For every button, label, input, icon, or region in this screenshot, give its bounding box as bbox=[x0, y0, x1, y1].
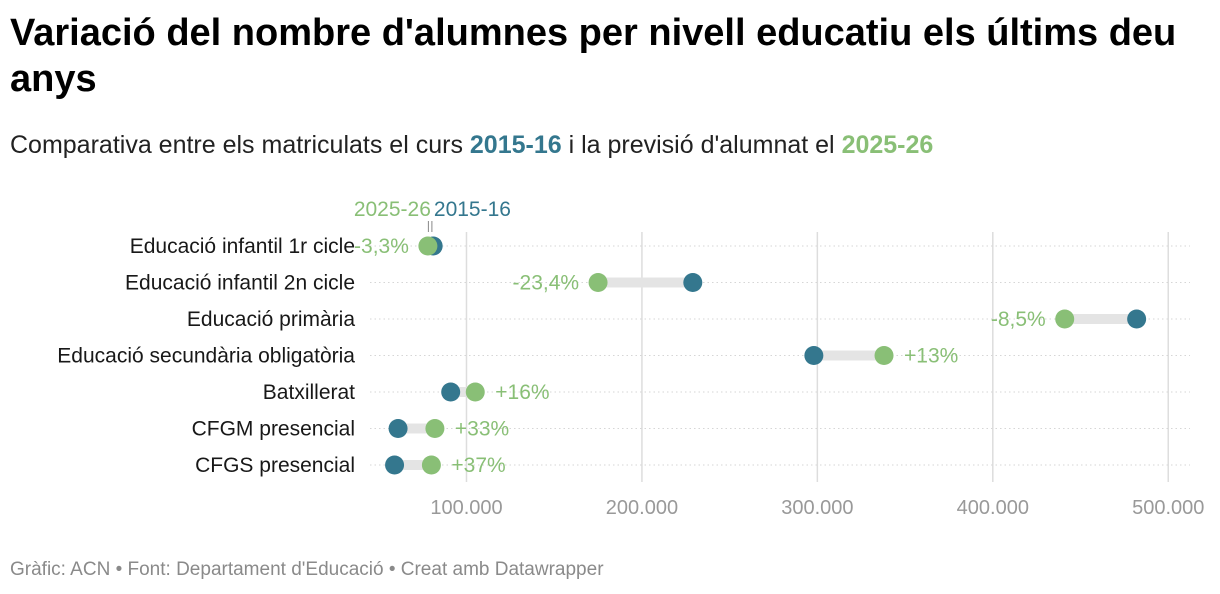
dot-2025-26 bbox=[418, 236, 438, 256]
subtitle-year-2015: 2015-16 bbox=[469, 131, 562, 159]
x-tick-label: 400.000 bbox=[957, 497, 1029, 519]
dot-2025-26 bbox=[874, 346, 894, 365]
dot-2025-26 bbox=[425, 419, 445, 438]
category-label: CFGM presencial bbox=[192, 418, 355, 441]
change-label: +13% bbox=[904, 345, 958, 368]
category-label: Batxillerat bbox=[263, 381, 355, 404]
dot-2015-16 bbox=[388, 419, 408, 438]
change-label: -3,3% bbox=[354, 235, 409, 258]
chart-subtitle: Comparativa entre els matriculats el cur… bbox=[10, 128, 933, 162]
category-label: Educació primària bbox=[187, 308, 355, 331]
dot-2015-16 bbox=[441, 382, 461, 402]
x-tick-label: 500.000 bbox=[1132, 497, 1204, 519]
subtitle-prefix: Comparativa entre els matriculats el cur… bbox=[10, 131, 470, 159]
x-tick-label: 100.000 bbox=[430, 497, 502, 519]
change-label: +16% bbox=[495, 381, 549, 404]
subtitle-middle: i la previsió d'alumnat el bbox=[561, 131, 842, 159]
change-label: -23,4% bbox=[513, 272, 580, 295]
dot-2025-26 bbox=[465, 382, 485, 402]
subtitle-year-2025: 2025-26 bbox=[841, 131, 934, 159]
category-label: Educació infantil 2n cicle bbox=[125, 272, 355, 295]
category-label: CFGS presencial bbox=[195, 454, 355, 477]
chart-title: Variació del nombre d'alumnes per nivell… bbox=[10, 12, 1177, 100]
dot-2015-16 bbox=[1127, 309, 1147, 329]
legend-2015-16: 2015-16 bbox=[434, 198, 511, 221]
x-tick-label: 200.000 bbox=[606, 497, 678, 519]
chart-footer: Gràfic: ACN • Font: Departament d'Educac… bbox=[10, 559, 604, 580]
category-label: Educació secundària obligatòria bbox=[57, 345, 355, 368]
change-label: -8,5% bbox=[991, 308, 1046, 331]
dot-2025-26 bbox=[588, 273, 608, 292]
dot-2015-16 bbox=[385, 455, 405, 475]
dot-2015-16 bbox=[804, 346, 824, 365]
x-tick-label: 300.000 bbox=[781, 497, 853, 519]
change-label: +33% bbox=[455, 418, 509, 441]
dot-2025-26 bbox=[421, 455, 441, 475]
dot-2015-16 bbox=[683, 273, 703, 292]
legend-2025-26: 2025-26 bbox=[354, 198, 431, 221]
category-label: Educació infantil 1r cicle bbox=[130, 235, 355, 258]
change-label: +37% bbox=[451, 454, 505, 477]
dot-2025-26 bbox=[1055, 309, 1075, 329]
